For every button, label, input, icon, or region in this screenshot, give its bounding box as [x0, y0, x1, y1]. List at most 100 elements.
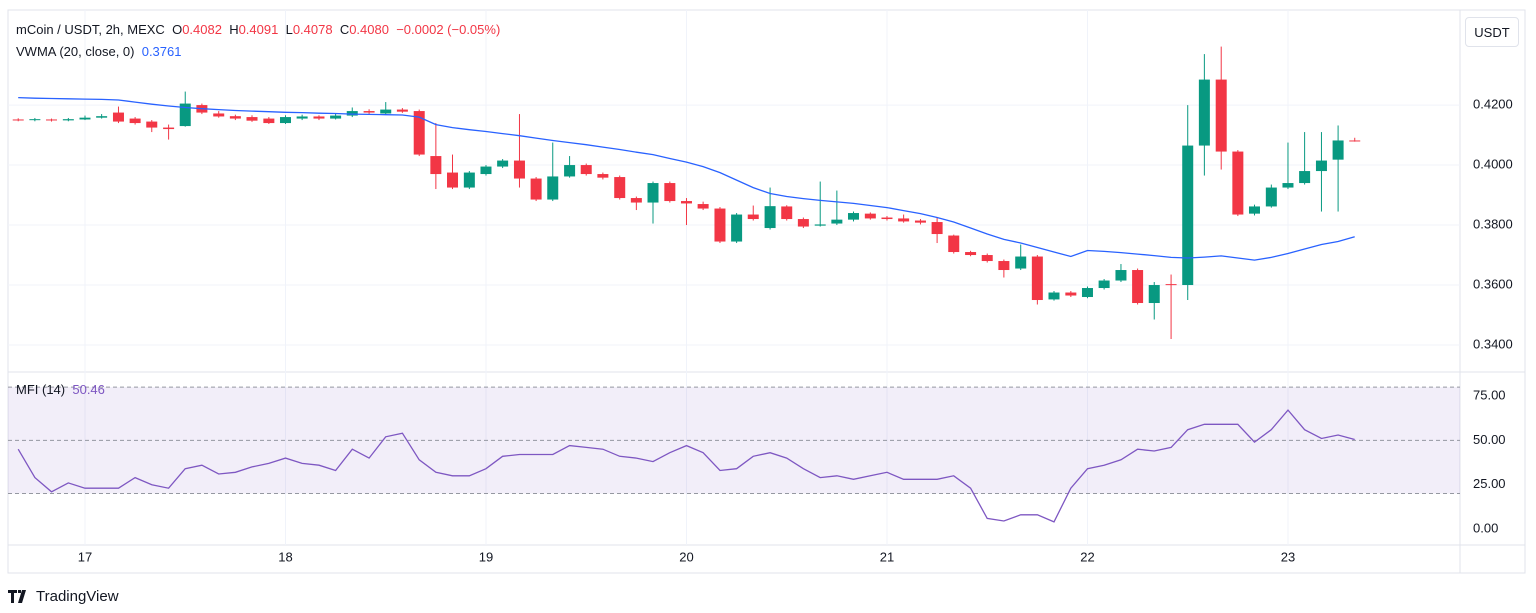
candle-body [614, 177, 626, 199]
ohlc-key: L [285, 22, 293, 37]
candle-body [680, 201, 692, 204]
candle-body [1282, 183, 1294, 188]
candle-body [547, 176, 559, 200]
candle-body [1182, 145, 1194, 286]
indicator-name: MFI (14) [16, 382, 66, 397]
ohlc-key: H [229, 22, 239, 37]
candle-body [363, 111, 375, 113]
candle-body [1165, 284, 1177, 286]
candle-body [1015, 256, 1027, 269]
candle-body [647, 183, 659, 203]
candle-body [213, 113, 225, 117]
candle-body [330, 115, 342, 119]
candle-body [881, 217, 893, 220]
candle-body [346, 111, 358, 116]
candle-body [831, 219, 843, 224]
candle-body [463, 172, 475, 188]
candle-body [112, 112, 124, 122]
candle-body [1265, 187, 1277, 207]
candle-body [731, 214, 743, 242]
candle-body [931, 222, 943, 235]
currency-button[interactable]: USDT [1465, 17, 1519, 47]
mfi-legend: MFI (14) 50.46 [16, 382, 105, 397]
mfi-line [17, 409, 1355, 523]
vwma-legend: VWMA (20, close, 0) 0.3761 [16, 44, 181, 59]
candle-body [1349, 140, 1361, 142]
candle-body [263, 118, 275, 124]
y-tick-label: 0.3800 [1473, 216, 1513, 231]
ohlc-value: 0.4091 [238, 22, 279, 37]
vwma-line [18, 96, 1355, 261]
candle-body [580, 165, 592, 175]
ohlc-key: C [339, 22, 350, 37]
candle-body [564, 165, 576, 177]
logo-text: TradingView [36, 588, 119, 605]
candle-body [79, 117, 91, 120]
x-tick-label: 23 [1281, 549, 1295, 564]
candle-body [1299, 171, 1311, 184]
candle-body [747, 214, 759, 220]
candle-body [430, 156, 442, 175]
candle-body [814, 224, 826, 226]
candle-body [12, 119, 24, 121]
candle-body [96, 116, 108, 118]
y-tick-label: 0.00 [1473, 520, 1498, 535]
candle-body [129, 118, 141, 124]
candle-body [163, 127, 175, 130]
candle-body [1198, 79, 1210, 146]
candle-body [380, 109, 392, 114]
candle-body [714, 208, 726, 242]
x-tick-label: 19 [479, 549, 493, 564]
candle-body [1031, 256, 1043, 301]
symbol: mCoin / USDT, 2h, MEXC [16, 22, 165, 37]
candle-body [513, 160, 525, 179]
ohlc-value: 0.4082 [182, 22, 222, 37]
candle-body [1048, 292, 1060, 300]
logo-icon [8, 589, 26, 603]
candle-body [480, 166, 492, 175]
candle-body [1115, 270, 1127, 281]
candle-body [797, 219, 809, 227]
candle-body [1132, 270, 1144, 304]
candle-body [981, 255, 993, 262]
candle-body [279, 117, 291, 124]
y-tick-label: 50.00 [1473, 432, 1506, 447]
y-tick-label: 75.00 [1473, 387, 1506, 402]
candle-body [864, 213, 876, 219]
x-tick-label: 21 [880, 549, 894, 564]
candle-body [948, 235, 960, 253]
candle-body [1332, 140, 1344, 160]
x-tick-label: 18 [278, 549, 292, 564]
ohlc-value: 0.4078 [292, 22, 333, 37]
candle-body [697, 204, 709, 209]
candle-body [1081, 288, 1093, 298]
ohlc-key: O [172, 22, 183, 37]
candle-body [179, 103, 191, 127]
candle-body [664, 183, 676, 202]
indicator-value: 50.46 [72, 382, 105, 397]
candle-body [246, 117, 258, 121]
candle-body [46, 119, 58, 121]
candle-body [62, 119, 74, 121]
chart-frame [7, 9, 1526, 574]
candle-body [29, 119, 41, 121]
ohlc-value: 0.4080 [349, 22, 389, 37]
candle-body [1248, 206, 1260, 214]
candle-body [1215, 79, 1227, 152]
candle-body [413, 111, 425, 155]
candle-body [1148, 285, 1160, 304]
candle-body [764, 206, 776, 229]
candle-body [847, 213, 859, 220]
candle-body [914, 220, 926, 223]
y-tick-label: 25.00 [1473, 476, 1506, 491]
candle-body [1315, 160, 1327, 172]
logo: TradingView [8, 588, 119, 605]
x-tick-label: 17 [78, 549, 92, 564]
candle-body [965, 252, 977, 256]
candle-body [1098, 280, 1110, 289]
candle-body [781, 206, 793, 220]
x-tick-label: 20 [679, 549, 693, 564]
candle-body [146, 121, 158, 128]
